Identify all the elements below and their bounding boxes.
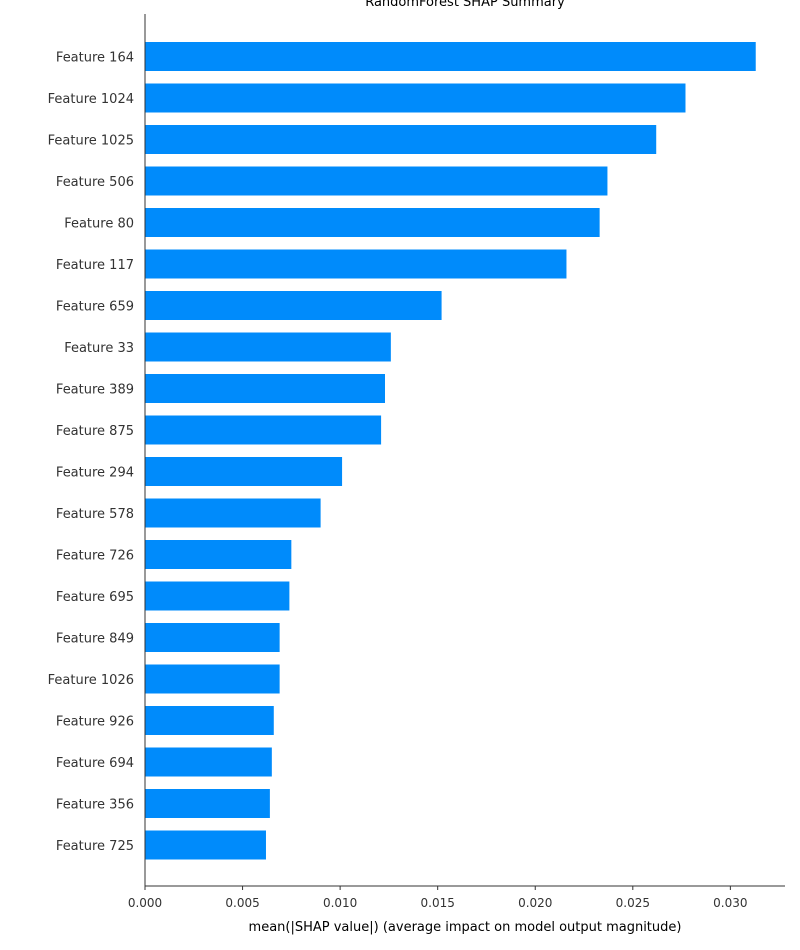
chart-title: RandomForest SHAP Summary <box>365 0 565 10</box>
bar <box>145 664 280 694</box>
feature-label: Feature 164 <box>56 51 134 66</box>
feature-label: Feature 33 <box>64 341 134 356</box>
bar <box>145 83 686 113</box>
bar <box>145 540 292 569</box>
x-tick-label: 0.030 <box>713 896 747 910</box>
feature-label: Feature 849 <box>56 632 134 647</box>
bar <box>145 706 274 735</box>
feature-label: Feature 1024 <box>48 92 134 107</box>
bar <box>145 457 343 486</box>
bar <box>145 789 270 818</box>
x-tick-label: 0.015 <box>421 896 455 910</box>
feature-label: Feature 117 <box>56 258 134 273</box>
feature-label: Feature 1026 <box>48 673 134 688</box>
bar <box>145 581 290 611</box>
bar <box>145 166 608 196</box>
bar <box>145 42 756 71</box>
x-tick-label: 0.010 <box>323 896 357 910</box>
feature-label: Feature 294 <box>56 466 134 481</box>
feature-label: Feature 659 <box>56 300 134 315</box>
bar <box>145 498 321 528</box>
x-ticks-group: 0.000 0.005 0.010 0.015 0.020 0.025 0.030 <box>128 886 748 910</box>
feature-label: Feature 506 <box>56 175 134 190</box>
feature-label: Feature 725 <box>56 839 134 854</box>
bar <box>145 415 382 445</box>
feature-label: Feature 926 <box>56 715 134 730</box>
bar <box>145 291 442 320</box>
x-tick-label: 0.025 <box>616 896 650 910</box>
x-axis-title: mean(|SHAP value|) (average impact on mo… <box>249 920 682 935</box>
feature-label: Feature 356 <box>56 798 134 813</box>
bars-group <box>145 42 756 860</box>
bar <box>145 249 567 279</box>
feature-label: Feature 578 <box>56 507 134 522</box>
x-tick-label: 0.020 <box>518 896 552 910</box>
bar <box>145 374 385 403</box>
bar <box>145 125 657 154</box>
x-tick-label: 0.005 <box>225 896 259 910</box>
bar <box>145 208 600 237</box>
feature-labels-group: Feature 164 Feature 1024 Feature 1025 Featu… <box>48 51 134 855</box>
bar <box>145 623 280 652</box>
feature-label: Feature 875 <box>56 424 134 439</box>
feature-label: Feature 389 <box>56 383 134 398</box>
bar <box>145 830 266 860</box>
feature-label: Feature 80 <box>64 217 134 232</box>
feature-label: Feature 694 <box>56 756 134 771</box>
bar <box>145 747 272 777</box>
bar <box>145 332 391 362</box>
feature-label: Feature 695 <box>56 590 134 605</box>
feature-label: Feature 726 <box>56 549 134 564</box>
feature-label: Feature 1025 <box>48 134 134 149</box>
x-tick-label: 0.000 <box>128 896 162 910</box>
